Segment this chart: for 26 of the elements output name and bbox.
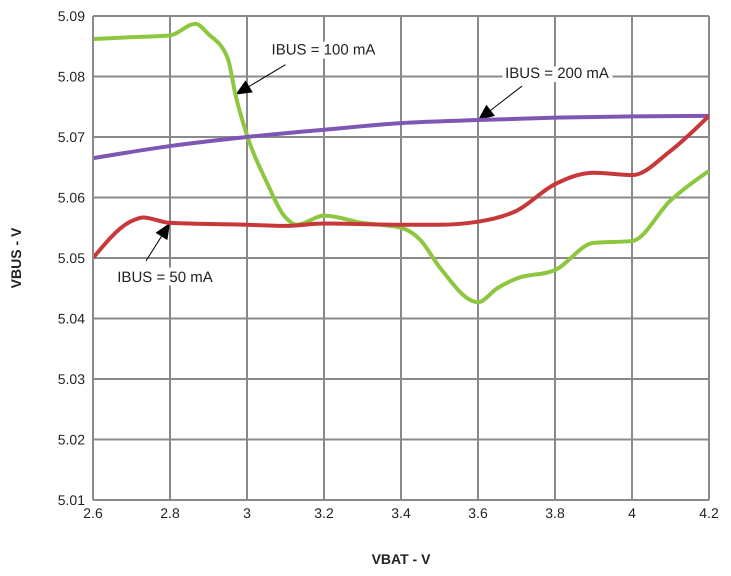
x-tick-label: 3.2 (314, 504, 334, 521)
x-tick-label: 4.2 (699, 504, 719, 521)
line-series (93, 22, 709, 304)
x-axis-title: VBAT - V (372, 551, 432, 567)
y-axis-title: VBUS - V (8, 227, 24, 288)
text: IBUS = 100 mA (272, 42, 376, 59)
x-tick-label: 4 (628, 504, 636, 521)
text: IBUS = 200 mA (505, 65, 609, 82)
y-tick-label: 5.01 (58, 492, 86, 508)
x-tick-label: 2.8 (160, 504, 180, 521)
line-series (93, 114, 709, 160)
y-tick-label: 5.02 (58, 431, 86, 448)
x-tick-label: 2.6 (83, 504, 103, 521)
x-tick-label: 3.4 (391, 504, 411, 521)
y-tick-label: 5.08 (58, 68, 86, 84)
y-tick-label: 5.05 (58, 250, 86, 266)
y-tick-label: 5.04 (58, 310, 86, 326)
line-series (93, 114, 709, 260)
y-tick-label: 5.09 (58, 8, 86, 24)
y-tick-label: 5.07 (58, 128, 86, 145)
x-tick-label: 3.6 (468, 504, 488, 521)
series-label: IBUS = 50 mA (117, 268, 213, 286)
y-tick-label: 5.06 (58, 189, 86, 206)
x-tick-label: 3.8 (545, 504, 565, 521)
x-tick-label: 3 (243, 504, 252, 521)
y-tick-label: 5.03 (58, 370, 86, 387)
